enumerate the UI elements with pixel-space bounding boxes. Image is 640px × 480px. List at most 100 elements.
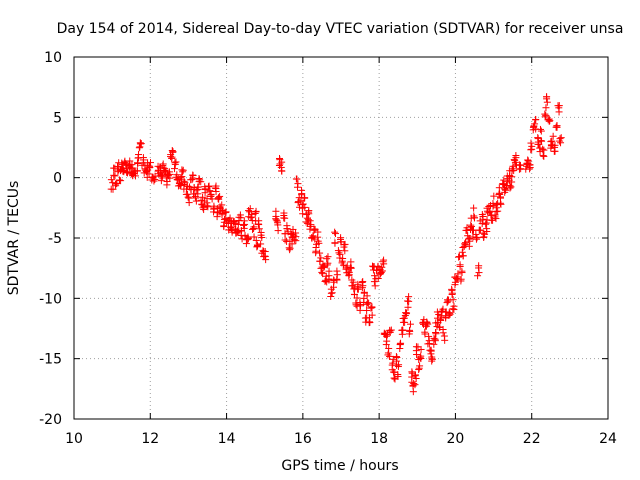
data-point bbox=[253, 243, 261, 251]
data-point bbox=[389, 359, 397, 367]
data-point bbox=[317, 254, 325, 262]
data-point bbox=[298, 186, 306, 194]
data-point bbox=[437, 316, 445, 324]
data-point bbox=[206, 187, 214, 195]
data-point bbox=[353, 294, 361, 302]
data-point bbox=[415, 366, 423, 374]
data-point bbox=[539, 152, 547, 160]
data-point bbox=[532, 115, 540, 123]
data-point bbox=[494, 207, 502, 215]
data-point bbox=[214, 195, 222, 203]
data-point bbox=[292, 175, 300, 183]
data-point bbox=[454, 270, 462, 278]
data-point bbox=[234, 220, 242, 228]
data-point bbox=[542, 104, 550, 112]
data-point bbox=[179, 166, 187, 174]
data-point bbox=[292, 233, 300, 241]
data-point bbox=[146, 159, 154, 167]
data-point bbox=[416, 362, 424, 370]
data-point bbox=[300, 194, 308, 202]
data-point bbox=[338, 259, 346, 267]
data-point bbox=[483, 225, 491, 233]
data-point bbox=[115, 176, 123, 184]
data-point bbox=[360, 288, 368, 296]
data-point bbox=[288, 240, 296, 248]
data-point bbox=[184, 193, 192, 201]
data-point bbox=[448, 290, 456, 298]
data-point bbox=[290, 236, 298, 244]
data-point bbox=[371, 282, 379, 290]
data-point bbox=[345, 271, 353, 279]
data-point bbox=[198, 201, 206, 209]
data-point bbox=[541, 110, 549, 118]
data-point bbox=[252, 236, 260, 244]
data-point bbox=[257, 240, 265, 248]
data-point bbox=[168, 153, 176, 161]
data-point bbox=[423, 318, 431, 326]
data-point bbox=[431, 337, 439, 345]
data-point bbox=[178, 173, 186, 181]
chart-title: Day 154 of 2014, Sidereal Day-to-day VTE… bbox=[57, 21, 624, 37]
data-point bbox=[452, 274, 460, 282]
data-point bbox=[314, 228, 322, 236]
y-tick-label: -5 bbox=[48, 231, 62, 247]
data-point bbox=[446, 309, 454, 317]
data-point bbox=[475, 264, 483, 272]
data-point bbox=[299, 200, 307, 208]
data-point bbox=[128, 161, 136, 169]
data-point bbox=[371, 272, 379, 280]
data-point bbox=[201, 189, 209, 197]
data-point bbox=[325, 267, 333, 275]
data-point bbox=[189, 172, 197, 180]
data-point bbox=[124, 169, 132, 177]
data-point bbox=[406, 320, 414, 328]
data-point bbox=[366, 318, 374, 326]
data-point bbox=[314, 237, 322, 245]
data-point bbox=[226, 214, 234, 222]
data-point bbox=[458, 269, 466, 277]
data-point bbox=[285, 244, 293, 252]
data-point bbox=[205, 182, 213, 190]
data-point bbox=[555, 108, 563, 116]
data-point bbox=[455, 253, 463, 261]
data-point bbox=[193, 186, 201, 194]
data-point bbox=[248, 210, 256, 218]
data-point bbox=[110, 164, 118, 172]
data-point bbox=[280, 209, 288, 217]
data-point bbox=[442, 308, 450, 316]
data-point bbox=[236, 211, 244, 219]
data-point bbox=[440, 332, 448, 340]
data-point bbox=[109, 179, 117, 187]
y-tick-label: 5 bbox=[53, 110, 62, 126]
data-point bbox=[156, 163, 164, 171]
data-point bbox=[161, 164, 169, 172]
data-point bbox=[325, 275, 333, 283]
data-point bbox=[171, 160, 179, 168]
data-point bbox=[482, 220, 490, 228]
data-point bbox=[380, 256, 388, 264]
data-point bbox=[310, 225, 318, 233]
data-point bbox=[450, 306, 458, 314]
data-point bbox=[462, 241, 470, 249]
data-point bbox=[340, 243, 348, 251]
data-point bbox=[432, 328, 440, 336]
data-point bbox=[363, 300, 371, 308]
data-point bbox=[406, 327, 414, 335]
data-point bbox=[336, 250, 344, 258]
data-point bbox=[411, 372, 419, 380]
data-point bbox=[384, 351, 392, 359]
data-point bbox=[133, 167, 141, 175]
data-point bbox=[536, 125, 544, 133]
data-point bbox=[386, 328, 394, 336]
data-point bbox=[242, 240, 250, 248]
data-point bbox=[394, 371, 402, 379]
data-point bbox=[289, 225, 297, 233]
data-point bbox=[378, 267, 386, 275]
x-tick-label: 12 bbox=[141, 431, 159, 447]
data-point bbox=[354, 285, 362, 293]
data-point bbox=[512, 152, 520, 160]
data-point bbox=[135, 144, 143, 152]
data-point bbox=[537, 137, 545, 145]
data-point bbox=[552, 123, 560, 131]
data-point bbox=[537, 127, 545, 135]
